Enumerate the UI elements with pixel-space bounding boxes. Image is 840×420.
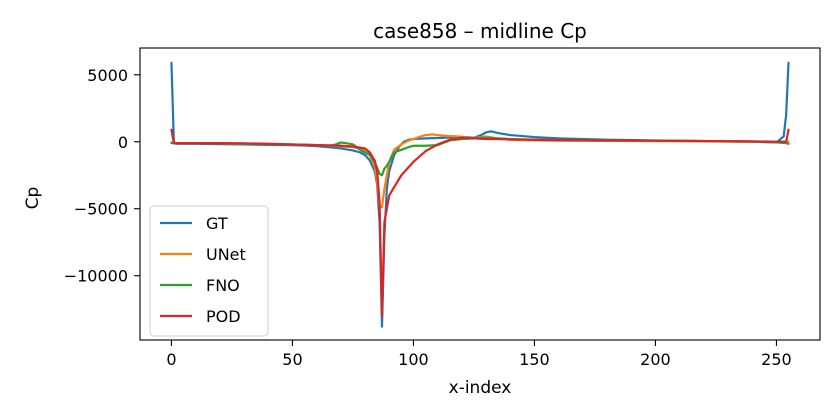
- series-line-pod: [170, 128, 790, 317]
- x-tick-label: 50: [282, 350, 302, 369]
- legend-label-unet: UNet: [206, 245, 246, 264]
- x-tick-label: 150: [519, 350, 550, 369]
- y-tick-label: 5000: [87, 66, 128, 85]
- axes-frame: [139, 47, 821, 341]
- series-group: [170, 61, 790, 328]
- legend-label-fno: FNO: [206, 276, 240, 295]
- x-axis-label: x-index: [449, 378, 512, 398]
- x-tick-label: 250: [761, 350, 792, 369]
- x-tick-label: 100: [398, 350, 429, 369]
- legend-box: [149, 205, 269, 337]
- y-axis-label: Cp: [23, 187, 43, 210]
- legend: GT UNet FNO POD: [149, 205, 269, 337]
- x-tick-label: 200: [640, 350, 671, 369]
- y-tick-label: −5000: [74, 200, 128, 219]
- y-tick-label: 0: [118, 133, 128, 152]
- legend-label-pod: POD: [206, 307, 241, 326]
- legend-label-gt: GT: [206, 214, 228, 233]
- plot-area: 0 50 100 150 200 250 5000 0 −5000 −10000: [64, 47, 821, 369]
- chart-title: case858 – midline Cp: [373, 19, 587, 43]
- y-tick-label: −10000: [64, 267, 128, 286]
- x-tick-label: 0: [166, 350, 176, 369]
